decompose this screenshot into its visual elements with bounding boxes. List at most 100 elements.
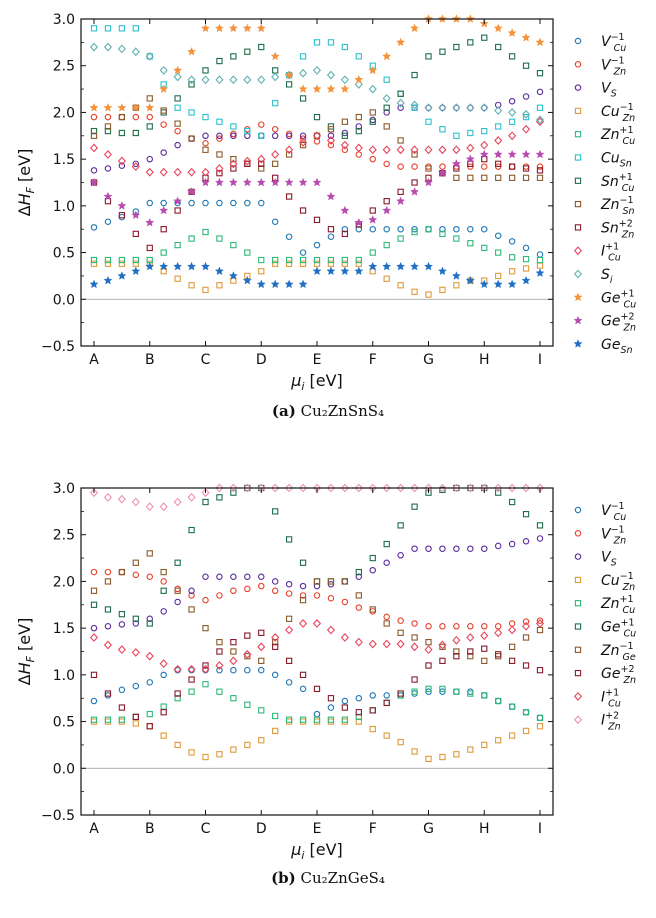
data-point: [340, 205, 350, 215]
data-point: [453, 688, 460, 695]
data-point: [174, 741, 181, 749]
data-point: [341, 704, 349, 711]
data-point: [411, 690, 418, 697]
data-point: [326, 625, 335, 635]
data-point: [104, 165, 112, 172]
data-point: [118, 568, 126, 576]
data-point: [536, 723, 544, 730]
data-point: [271, 671, 279, 679]
data-point: [425, 639, 432, 646]
data-point: [285, 130, 293, 138]
data-point: [536, 714, 544, 721]
data-point: [396, 639, 405, 649]
data-point: [244, 701, 251, 708]
data-point: [216, 494, 223, 501]
data-point: [536, 174, 544, 181]
data-point: [467, 623, 474, 630]
data-point: [452, 103, 461, 113]
data-point: [90, 716, 98, 723]
data-point: [397, 282, 404, 289]
data-point: [187, 261, 197, 271]
data-point: [118, 162, 126, 169]
data-point: [285, 590, 293, 597]
data-point: [201, 488, 210, 498]
data-point: [327, 141, 335, 149]
data-point: [230, 123, 237, 130]
data-point: [285, 625, 294, 635]
data-point: [132, 720, 139, 727]
data-point: [522, 93, 530, 100]
data-point: [508, 97, 516, 105]
data-point: [535, 37, 545, 47]
data-point: [202, 286, 209, 294]
caption-a: (a) Cu₂ZnSnS₄: [0, 402, 656, 420]
data-point: [160, 226, 167, 233]
legend-label: Sn+1 Cu: [601, 172, 634, 194]
data-point: [312, 65, 322, 75]
data-point: [145, 261, 155, 271]
data-point: [355, 225, 363, 233]
data-point: [244, 585, 251, 593]
data-point: [257, 573, 265, 581]
data-point: [522, 709, 530, 716]
data-point: [383, 699, 390, 707]
data-point: [508, 174, 516, 181]
data-point: [201, 664, 210, 674]
data-point: [326, 266, 336, 276]
data-point: [299, 95, 307, 102]
data-point: [397, 629, 404, 636]
data-point: [160, 587, 167, 594]
data-point: [326, 136, 335, 145]
data-point: [397, 738, 404, 746]
legend-marker: [573, 315, 583, 325]
data-point: [493, 149, 503, 159]
data-point: [495, 651, 502, 658]
data-point: [202, 596, 209, 604]
data-point: [244, 199, 251, 207]
data-point: [230, 241, 237, 249]
data-point: [90, 624, 98, 632]
data-point: [90, 256, 98, 264]
legend-label: VS: [601, 550, 617, 569]
data-point: [215, 75, 224, 85]
legend-marker: [573, 715, 583, 725]
data-point: [174, 275, 181, 282]
data-point: [522, 255, 530, 263]
legend-label: Ge+1 Cu: [601, 618, 636, 640]
data-point: [118, 213, 126, 221]
data-point: [90, 601, 98, 608]
legend-marker: [574, 530, 582, 537]
legend-label: Cu−1 Zn: [601, 571, 635, 593]
series-0: [90, 666, 544, 722]
data-point: [341, 716, 349, 723]
data-point: [355, 53, 362, 60]
data-point: [244, 48, 251, 55]
data-point: [159, 84, 169, 93]
data-point: [89, 488, 99, 498]
data-point: [494, 697, 502, 705]
data-point: [397, 690, 404, 697]
data-point: [174, 587, 181, 594]
data-point: [439, 225, 446, 233]
data-point: [243, 156, 252, 166]
data-point: [535, 149, 545, 159]
data-point: [397, 225, 404, 233]
legend-marker: [574, 576, 582, 584]
data-point: [383, 692, 390, 699]
x-tick-label: C: [201, 821, 211, 837]
data-point: [285, 483, 294, 493]
data-point: [187, 46, 197, 56]
data-point: [188, 109, 195, 116]
data-point: [202, 132, 209, 140]
y-tick-label: 2.5: [53, 528, 75, 544]
data-point: [201, 177, 210, 187]
legend-marker: [573, 691, 583, 701]
y-tick-label: 0.0: [53, 292, 75, 308]
data-point: [90, 260, 98, 267]
data-point: [411, 545, 418, 552]
data-point: [146, 95, 153, 102]
legend-label: Zn+1 Cu: [600, 594, 635, 616]
data-point: [202, 662, 209, 669]
data-point: [299, 137, 308, 147]
data-point: [397, 137, 404, 144]
